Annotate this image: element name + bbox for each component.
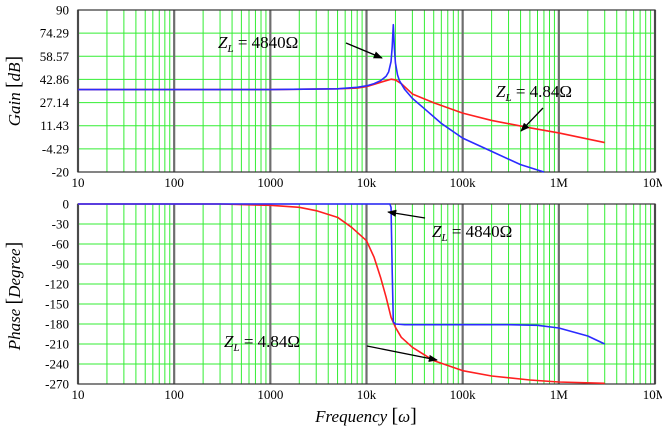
axis-labels: Gain [dB] Phase [Degree] Frequency [ω]	[3, 56, 417, 427]
phase-series-zl-4840	[78, 203, 606, 345]
phase-x-tick-label: 1000	[257, 387, 283, 402]
phase-y-tick-label: -90	[52, 257, 69, 272]
gain-y-tick-label: 74.29	[40, 26, 69, 41]
gain-x-tick-label: 1000	[257, 175, 283, 190]
gain-y-tick-label: -20	[52, 165, 69, 180]
gain-y-tick-label: 11.43	[40, 118, 69, 133]
gain-x-tick-label: 10k	[357, 175, 377, 190]
gain-frame	[77, 9, 656, 173]
gain-x-tick-label: 100	[164, 175, 184, 190]
phase-series-zl-4-84	[78, 203, 605, 385]
gain-x-tick-label: 10	[72, 175, 85, 190]
phase-x-tick-label: 100k	[450, 387, 477, 402]
gain-x-tick-label: 100k	[450, 175, 477, 190]
gain-y-tick-label: 42.86	[40, 72, 70, 87]
gain-annotation-zl-4-84: ZL = 4.84Ω	[496, 82, 572, 104]
gain-series-zl-4840	[78, 23, 545, 173]
phase-annotation-zl-4-84: ZL = 4.84Ω	[224, 332, 300, 354]
gain-y-tick-label: 27.14	[40, 95, 70, 110]
phase-x-tick-label: 10M	[643, 387, 662, 402]
phase-y-tick-label: -120	[45, 277, 69, 292]
x-axis-label: Frequency [ω]	[314, 405, 417, 427]
phase-y-tick-label: -150	[45, 297, 69, 312]
phase-y-tick-label: -210	[45, 337, 69, 352]
gain-annotation-arrow	[520, 107, 544, 132]
gain-y-tick-label: -4.29	[42, 141, 69, 156]
gain-annotation-zl-4840: ZL = 4840Ω	[218, 33, 298, 55]
phase-annotation-arrow	[387, 209, 426, 219]
phase-y-tick-label: -60	[52, 237, 69, 252]
phase-x-tick-label: 1M	[550, 387, 569, 402]
phase-annotation-zl-4840: ZL = 4840Ω	[432, 222, 512, 244]
gain-plot: 10 100 1000 10k 100k 1M 10M 90 74.29 58.57 42.86 27…	[40, 3, 662, 191]
phase-y-tick-label: -270	[45, 377, 69, 392]
phase-y-tick-label: -180	[45, 317, 69, 332]
phase-annotation-arrow	[366, 345, 438, 362]
phase-x-tick-label: 100	[164, 387, 184, 402]
gain-y-tick-label: 90	[56, 3, 69, 18]
phase-y-axis-label: Phase [Degree]	[3, 242, 25, 352]
gain-annotation-arrow	[345, 42, 383, 59]
phase-y-tick-label: -240	[45, 357, 69, 372]
gain-x-tick-label: 10M	[643, 175, 662, 190]
phase-y-tick-label: 0	[63, 197, 70, 212]
phase-y-tick-label: -30	[52, 217, 69, 232]
phase-x-tick-label: 10	[72, 387, 85, 402]
gain-x-tick-label: 1M	[550, 175, 569, 190]
phase-plot: 10 100 1000 10k 100k 1M 10M 0 -30 -60 -90 -120 -150 -…	[45, 197, 662, 403]
gain-y-axis-label: Gain [dB]	[3, 56, 25, 126]
gain-y-tick-label: 58.57	[40, 49, 70, 64]
phase-x-tick-label: 10k	[357, 387, 377, 402]
